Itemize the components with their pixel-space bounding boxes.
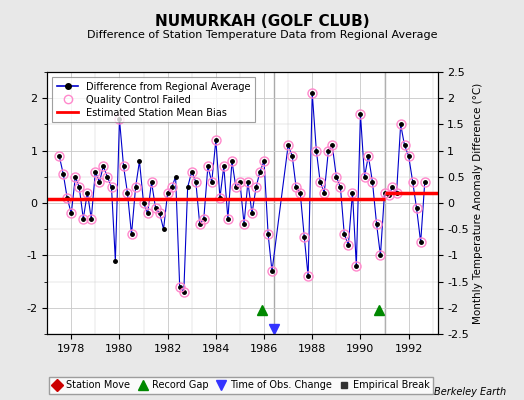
Y-axis label: Monthly Temperature Anomaly Difference (°C): Monthly Temperature Anomaly Difference (…: [473, 82, 483, 324]
Text: Difference of Station Temperature Data from Regional Average: Difference of Station Temperature Data f…: [87, 30, 437, 40]
Text: Berkeley Earth: Berkeley Earth: [433, 387, 506, 397]
Legend: Difference from Regional Average, Quality Control Failed, Estimated Station Mean: Difference from Regional Average, Qualit…: [52, 77, 255, 122]
Text: NUMURKAH (GOLF CLUB): NUMURKAH (GOLF CLUB): [155, 14, 369, 29]
Legend: Station Move, Record Gap, Time of Obs. Change, Empirical Break: Station Move, Record Gap, Time of Obs. C…: [49, 376, 433, 394]
